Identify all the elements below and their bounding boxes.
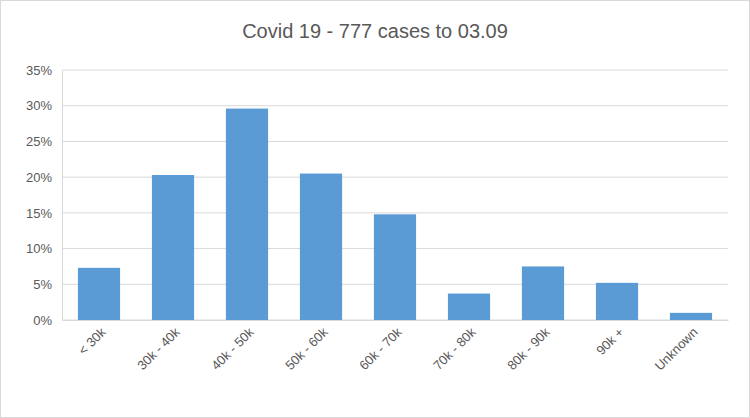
chart: Covid 19 - 777 cases to 03.09 0% 5% 10% 15% 2…	[0, 0, 750, 418]
x-tick-label: 70k - 80k	[430, 324, 479, 373]
y-axis: 0% 5% 10% 15% 20% 25% 30% 35%	[26, 63, 63, 328]
y-tick-label: 10%	[26, 241, 52, 256]
grid-line	[62, 105, 728, 106]
x-tick: Unknown	[652, 320, 701, 373]
x-tick: 60k - 70k	[356, 320, 405, 373]
y-tick-label: 0%	[33, 313, 52, 328]
x-tick: 80k - 90k	[504, 320, 553, 373]
x-axis-line	[63, 320, 729, 321]
bar	[596, 283, 638, 320]
grid	[62, 70, 728, 320]
x-tick: 70k - 80k	[430, 320, 479, 373]
x-tick-label: 60k - 70k	[356, 324, 405, 373]
y-tick-label: 15%	[26, 206, 52, 221]
x-tick: < 30k	[75, 320, 109, 358]
x-tick: 40k - 50k	[208, 320, 257, 373]
bar	[300, 174, 342, 320]
chart-title: Covid 19 - 777 cases to 03.09	[242, 20, 508, 42]
y-tick: 20%	[26, 170, 62, 185]
x-tick-label: 90k +	[593, 325, 626, 358]
bar	[152, 175, 194, 320]
chart-border	[1, 1, 750, 418]
y-tick: 5%	[33, 277, 62, 292]
y-tick: 0%	[33, 313, 62, 328]
y-tick: 15%	[26, 206, 62, 221]
bar	[374, 214, 416, 320]
bar	[670, 313, 712, 320]
x-tick: 90k +	[593, 320, 626, 358]
x-tick-label: < 30k	[75, 324, 109, 358]
x-tick-label: 50k - 60k	[282, 324, 331, 373]
x-axis: < 30k 30k - 40k 40k - 50k 50k - 60k 60k - 70…	[63, 320, 729, 373]
grid-line	[62, 70, 728, 71]
bars	[78, 109, 712, 320]
y-tick-label: 25%	[26, 134, 52, 149]
y-tick: 30%	[26, 98, 62, 113]
x-tick-label: 30k - 40k	[134, 324, 183, 373]
y-tick-label: 35%	[26, 63, 52, 78]
x-tick-label: 80k - 90k	[504, 324, 553, 373]
y-axis-line	[62, 71, 63, 321]
bar	[522, 266, 564, 320]
y-tick: 25%	[26, 134, 62, 149]
bar	[448, 294, 490, 320]
x-tick-label: 40k - 50k	[208, 324, 257, 373]
bar	[226, 109, 268, 320]
x-tick: 50k - 60k	[282, 320, 331, 373]
bar	[78, 268, 120, 320]
y-tick: 35%	[26, 63, 62, 78]
x-tick-label: Unknown	[652, 325, 701, 374]
y-tick-label: 5%	[33, 277, 52, 292]
x-tick: 30k - 40k	[134, 320, 183, 373]
grid-line	[62, 141, 728, 142]
y-tick: 10%	[26, 241, 62, 256]
y-tick-label: 30%	[26, 98, 52, 113]
y-tick-label: 20%	[26, 170, 52, 185]
